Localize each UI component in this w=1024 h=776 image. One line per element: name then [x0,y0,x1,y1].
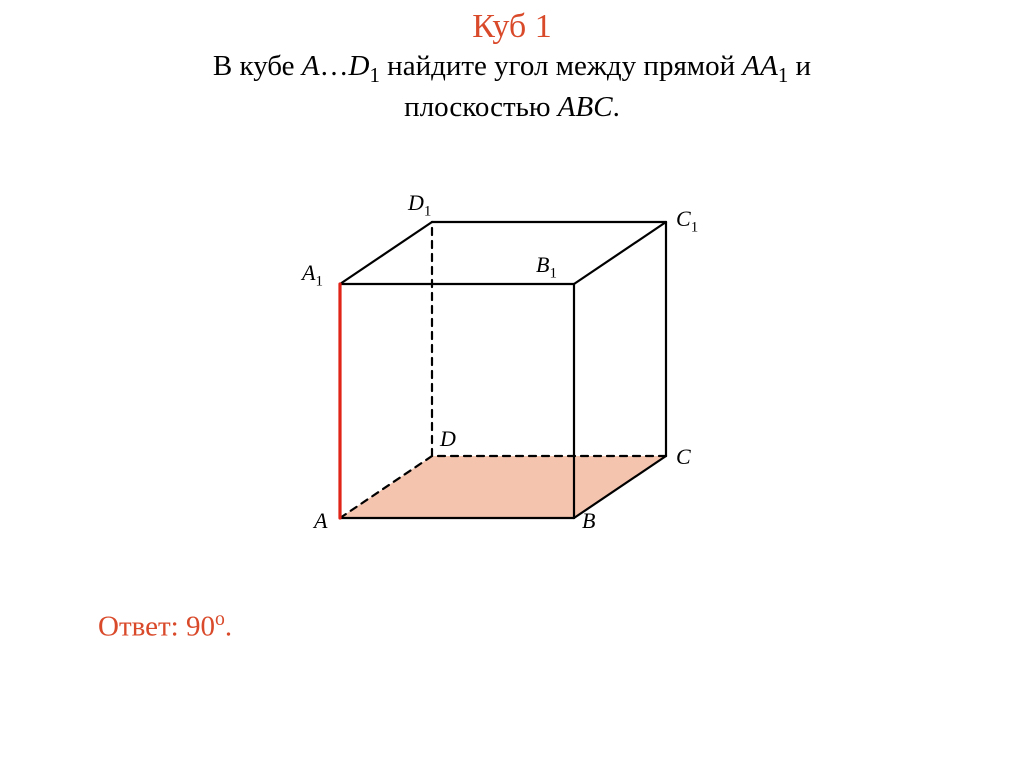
sym-ABC: ABC [558,91,613,123]
ellipsis: … [320,50,349,82]
vertex-label-B: B [582,508,595,534]
vertex-label-A: A [314,508,327,534]
title-text: Куб 1 [472,8,551,45]
period: . [613,91,620,123]
vertex-label-D: D [440,426,456,452]
txt4: плоскостью [404,91,558,123]
slide-title: Куб 1 [0,8,1024,46]
txt3: и [788,50,811,82]
answer-block: Ответ: 90o. [98,608,232,644]
vertex-label-D1: D1 [408,190,431,220]
cube-diagram: A B C D A1 B1 C1 D1 [280,186,760,566]
sym-A: A [302,50,320,82]
sub2: 1 [778,63,788,87]
sym-AA: AA [742,50,777,82]
problem-line-1: В кубе A…D1 найдите угол между прямой AA… [0,48,1024,89]
vertex-label-C: C [676,444,691,470]
vertex-label-C1: C1 [676,206,698,236]
txt: В кубе [213,50,302,82]
sub1: 1 [369,63,379,87]
answer-period: . [225,611,232,643]
txt2: найдите угол между прямой [380,50,743,82]
sym-D: D [349,50,370,82]
cube-svg [280,186,760,566]
answer-value: 90 [186,611,215,643]
vertex-label-A1: A1 [302,260,323,290]
answer-degree: o [215,608,225,630]
problem-statement: В кубе A…D1 найдите угол между прямой AA… [0,48,1024,127]
answer-label: Ответ: [98,611,186,643]
problem-line-2: плоскостью ABC. [0,89,1024,127]
vertex-label-B1: B1 [536,252,557,282]
